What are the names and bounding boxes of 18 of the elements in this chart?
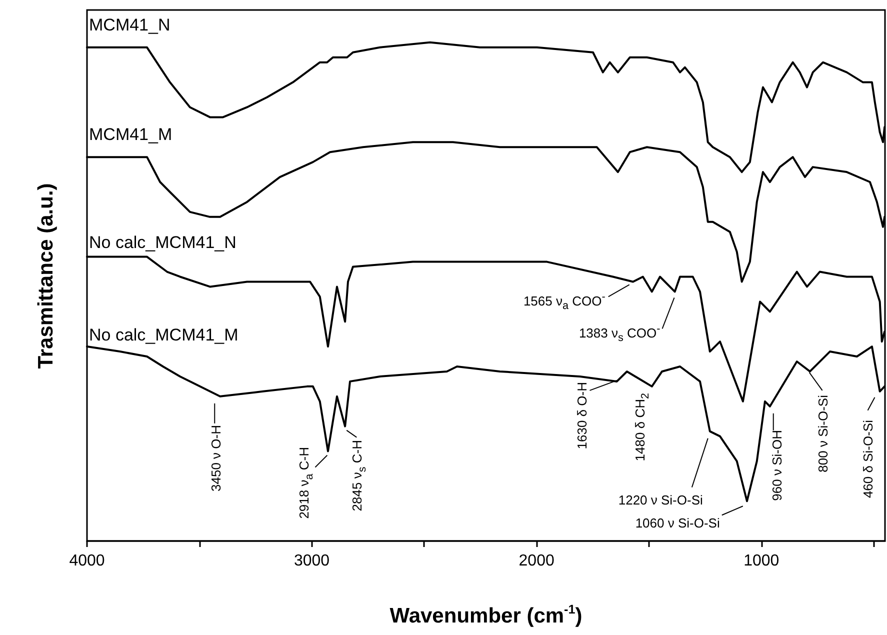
- annotation: 3450 ν O-H: [208, 425, 224, 492]
- annotation: 800 ν Si-O-Si: [816, 395, 831, 473]
- annotation: 1565 ν$_{a}$ COO$^{-}$: [523, 290, 606, 314]
- x-tick-label: 1000: [744, 552, 780, 570]
- series-label: No calc_MCM41_M: [89, 326, 238, 345]
- annotation: 1220 ν Si-O-Si: [618, 492, 703, 508]
- annotation: 1630 δ O-H: [574, 382, 590, 450]
- x-tick-label: 2000: [518, 552, 554, 570]
- annotation: 960 ν Si-OH: [770, 430, 785, 502]
- series-label: MCM41_N: [89, 15, 170, 34]
- annotation: 1060 ν Si-O-Si: [635, 516, 720, 531]
- series-label: No calc_MCM41_N: [89, 232, 236, 252]
- y-axis-title: Trasmittance (a.u.): [34, 183, 58, 369]
- series-label: MCM41_M: [89, 125, 172, 144]
- annotation: 1383 ν$_{s}$ COO$^{-}$: [578, 322, 660, 346]
- x-tick-label: 4000: [69, 552, 105, 570]
- x-tick-label: 3000: [294, 552, 330, 570]
- annotation: 460 δ Si-O-Si: [860, 420, 876, 498]
